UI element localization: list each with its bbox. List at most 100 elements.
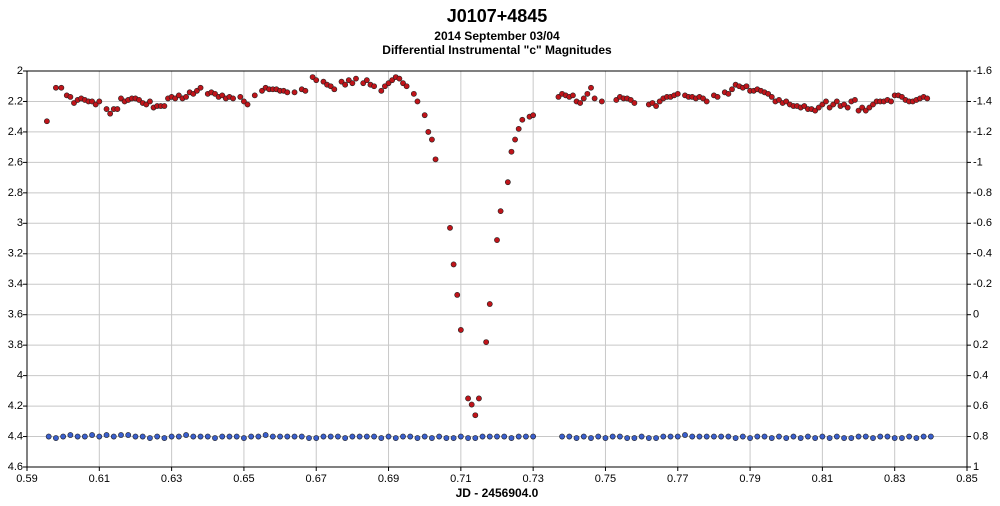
point bbox=[519, 116, 526, 123]
point bbox=[175, 433, 182, 440]
x-tick-label: 0.85 bbox=[956, 473, 977, 485]
point bbox=[638, 433, 645, 440]
point bbox=[410, 90, 417, 97]
point bbox=[884, 433, 891, 440]
point bbox=[92, 101, 99, 108]
point bbox=[530, 112, 537, 119]
point bbox=[175, 92, 182, 99]
point bbox=[89, 98, 95, 105]
point bbox=[414, 435, 421, 441]
point bbox=[924, 95, 931, 102]
point bbox=[631, 100, 638, 106]
point bbox=[277, 433, 283, 440]
point bbox=[826, 435, 833, 441]
point bbox=[230, 95, 236, 102]
point bbox=[371, 83, 377, 90]
point bbox=[147, 98, 153, 105]
point bbox=[913, 435, 920, 441]
point bbox=[403, 83, 410, 90]
point bbox=[848, 435, 855, 441]
point bbox=[826, 104, 833, 111]
point bbox=[812, 435, 819, 441]
point bbox=[353, 75, 359, 82]
point bbox=[241, 98, 247, 105]
x-tick-label: 0.77 bbox=[667, 473, 688, 485]
chart-subtitle: 2014 September 03/04 bbox=[434, 29, 560, 43]
point bbox=[595, 433, 602, 440]
point bbox=[407, 433, 414, 440]
point bbox=[743, 83, 750, 90]
point bbox=[251, 92, 258, 99]
point bbox=[360, 80, 367, 87]
point bbox=[783, 435, 790, 441]
point bbox=[190, 433, 197, 440]
point bbox=[436, 433, 443, 440]
point bbox=[67, 432, 74, 438]
point bbox=[255, 433, 262, 440]
point bbox=[291, 433, 298, 440]
y-tick-label: 4.6 bbox=[8, 461, 23, 473]
y2-tick-label: -0.2 bbox=[973, 278, 992, 290]
point bbox=[118, 95, 124, 102]
chart-title: J0107+4845 bbox=[447, 6, 548, 26]
point bbox=[161, 435, 168, 441]
point bbox=[60, 433, 67, 440]
y-tick-label: 4 bbox=[17, 370, 23, 382]
point bbox=[559, 433, 565, 440]
point bbox=[580, 95, 587, 102]
point bbox=[392, 435, 399, 441]
point bbox=[382, 83, 388, 90]
point bbox=[617, 433, 623, 440]
point bbox=[259, 87, 265, 94]
point bbox=[667, 433, 674, 440]
point bbox=[761, 433, 768, 440]
point bbox=[96, 98, 103, 105]
point bbox=[429, 435, 435, 441]
point bbox=[345, 77, 352, 84]
point bbox=[53, 84, 59, 91]
point bbox=[400, 433, 406, 440]
point bbox=[472, 412, 479, 419]
point bbox=[212, 435, 218, 441]
y-tick-label: 4.2 bbox=[8, 400, 23, 412]
y2-tick-label: 0.6 bbox=[973, 400, 988, 412]
x-tick-label: 0.73 bbox=[522, 473, 543, 485]
point bbox=[472, 435, 479, 441]
point bbox=[703, 98, 710, 105]
point bbox=[515, 125, 522, 132]
point bbox=[161, 103, 168, 109]
point bbox=[331, 86, 338, 93]
point bbox=[103, 432, 110, 438]
point bbox=[212, 90, 218, 97]
y2-tick-label: -1.4 bbox=[973, 95, 992, 107]
point bbox=[233, 433, 240, 440]
point bbox=[674, 433, 681, 440]
point bbox=[363, 433, 370, 440]
point bbox=[298, 433, 305, 440]
point bbox=[327, 433, 334, 440]
point bbox=[226, 433, 233, 440]
y-tick-label: 3 bbox=[17, 217, 23, 229]
point bbox=[241, 435, 247, 441]
point bbox=[689, 433, 696, 440]
point bbox=[371, 433, 377, 440]
point bbox=[172, 95, 179, 102]
point bbox=[125, 432, 132, 438]
point bbox=[425, 129, 432, 135]
point bbox=[450, 435, 457, 441]
point bbox=[465, 435, 471, 441]
x-tick-label: 0.67 bbox=[306, 473, 327, 485]
point bbox=[81, 433, 88, 440]
point bbox=[479, 433, 486, 440]
point bbox=[244, 101, 251, 108]
point bbox=[465, 395, 471, 402]
point bbox=[815, 104, 822, 111]
point bbox=[790, 433, 797, 440]
point bbox=[421, 112, 428, 119]
point bbox=[443, 435, 450, 441]
point bbox=[891, 435, 898, 441]
x-axis-label: JD - 2456904.0 bbox=[456, 486, 539, 500]
point bbox=[306, 435, 312, 441]
point bbox=[421, 433, 428, 440]
